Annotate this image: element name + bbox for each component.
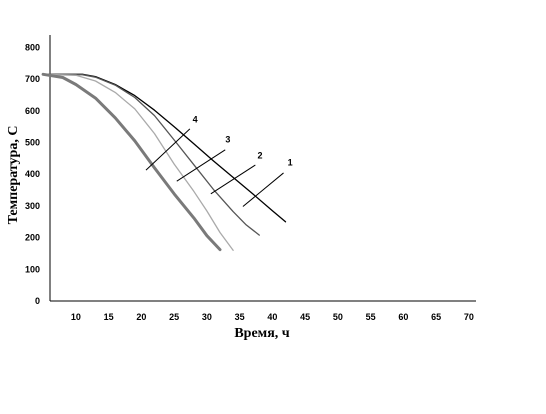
curve-leader-line-3 [176,149,226,182]
curve-labels: 1 2 3 4 [145,115,293,207]
x-axis-title: Время, ч [234,326,289,341]
curve-label-4: 4 [193,115,198,125]
y-tick-labels: 0 100 200 300 400 500 600 700 800 [25,42,40,306]
x-tick-label: 15 [104,312,114,322]
series-line-3 [42,73,234,251]
x-tick-label: 60 [398,312,408,322]
x-tick-label: 10 [71,312,81,322]
curve-leader-line-4 [145,128,191,171]
curve-leader-line-1 [242,172,284,207]
y-tick-label: 400 [25,169,40,179]
y-tick-label: 100 [25,264,40,274]
x-tick-label: 70 [464,312,474,322]
x-tick-label: 55 [366,312,376,322]
curve-label-2: 2 [257,150,262,160]
x-tick-labels: 10 15 20 25 30 35 40 45 50 55 60 65 70 [71,312,474,322]
series-line-4 [41,72,222,252]
y-axis-title: Температура, С [6,126,21,225]
x-tick-label: 35 [235,312,245,322]
series-lines [41,72,287,252]
x-tick-label: 25 [169,312,179,322]
curve-label-1: 1 [288,157,293,167]
x-tick-label: 45 [300,312,310,322]
curve-label-3: 3 [225,135,230,145]
y-tick-label: 500 [25,138,40,148]
y-tick-label: 600 [25,106,40,116]
x-tick-label: 65 [431,312,441,322]
y-tick-label: 300 [25,201,40,211]
y-tick-label: 200 [25,233,40,243]
curve-leader-line-2 [210,164,256,195]
y-tick-label: 0 [35,296,40,306]
y-tick-label: 700 [25,74,40,84]
x-tick-label: 20 [136,312,146,322]
x-tick-label: 50 [333,312,343,322]
y-tick-label: 800 [25,42,40,52]
series-line-2 [42,73,260,236]
x-tick-label: 30 [202,312,212,322]
x-tick-label: 40 [267,312,277,322]
